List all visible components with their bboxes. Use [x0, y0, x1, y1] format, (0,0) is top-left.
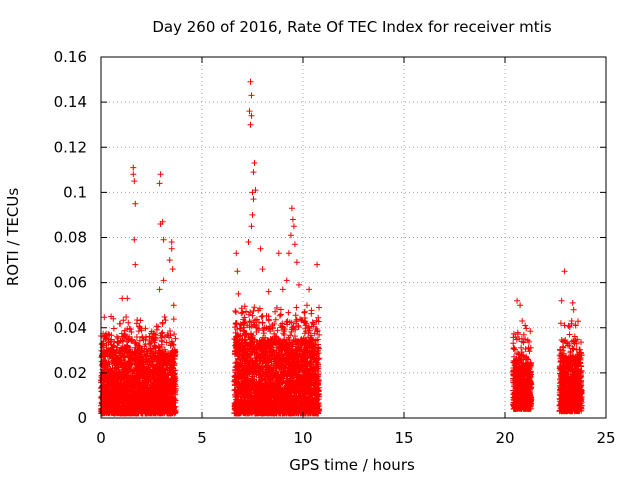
y-axis-label: ROTI / TECUs — [4, 188, 22, 286]
y-tick-label: 0.12 — [54, 138, 87, 156]
roti-markers — [98, 78, 585, 417]
x-tick-label: 20 — [495, 429, 514, 447]
data-points — [98, 78, 585, 417]
y-tick-label: 0 — [77, 409, 87, 427]
x-tick-label: 0 — [96, 429, 106, 447]
x-tick-label: 25 — [596, 429, 615, 447]
x-tick-label: 10 — [293, 429, 312, 447]
y-tick-label: 0.02 — [54, 364, 87, 382]
x-tick-label: 15 — [394, 429, 413, 447]
chart-title: Day 260 of 2016, Rate Of TEC Index for r… — [152, 18, 551, 36]
y-tick-label: 0.08 — [54, 229, 87, 247]
axis-ticks: 0 5 10 15 20 25 0 0.02 0.04 0.06 0.08 0.1 0.12 0.14 0.… — [54, 48, 616, 447]
y-tick-label: 0.1 — [63, 183, 87, 201]
y-tick-label: 0.14 — [54, 93, 87, 111]
y-tick-label: 0.04 — [54, 319, 87, 337]
y-tick-label: 0.06 — [54, 274, 87, 292]
x-axis-label: GPS time / hours — [289, 456, 415, 474]
grid-lines — [101, 57, 606, 418]
x-tick-label: 5 — [197, 429, 207, 447]
y-tick-label: 0.16 — [54, 48, 87, 66]
